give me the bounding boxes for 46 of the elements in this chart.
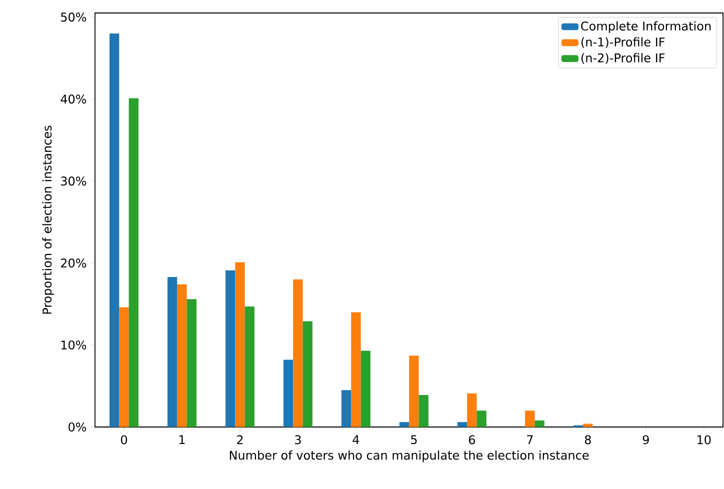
bar [409, 356, 419, 427]
x-axis-title: Number of voters who can manipulate the election instance [230, 450, 589, 462]
bar [534, 420, 544, 427]
bar [225, 270, 236, 427]
bar [399, 422, 410, 427]
bar [360, 350, 370, 427]
y-tick-label: 10% [61, 340, 86, 350]
bar [283, 360, 294, 427]
x-tick-label: 1 [179, 435, 185, 444]
bar [467, 393, 477, 427]
legend-label: (n-1)-Profile IF [581, 37, 665, 48]
x-tick-label: 10 [698, 435, 711, 444]
x-tick-label: 4 [352, 435, 360, 444]
bar [167, 276, 178, 427]
bar [119, 307, 129, 427]
bar [418, 395, 428, 427]
bar [583, 424, 593, 427]
x-tick-label: 3 [295, 435, 301, 444]
bar [235, 262, 245, 427]
bar [128, 98, 138, 427]
y-tick-label: 40% [60, 94, 86, 104]
y-tick-label: 50% [61, 12, 86, 22]
bar [476, 410, 486, 427]
x-tick-label: 5 [411, 435, 417, 444]
bar [293, 279, 303, 427]
legend-label: Complete Information [581, 21, 711, 33]
legend-label: (n-2)-Profile IF [581, 53, 665, 64]
x-tick-label: 7 [527, 435, 533, 444]
bar [177, 284, 187, 427]
bar [109, 33, 120, 427]
x-tick-label: 9 [642, 435, 649, 444]
bar [457, 422, 468, 427]
y-axis-title: Proportion of election instances [42, 126, 54, 314]
y-tick-label: 0% [68, 422, 86, 432]
bar [351, 312, 361, 427]
x-tick-label: 6 [468, 435, 475, 444]
bar [302, 321, 312, 427]
bar [244, 306, 254, 427]
x-tick-label: 0 [120, 435, 128, 444]
bar [341, 390, 352, 427]
x-tick-label: 2 [237, 435, 243, 444]
bar [525, 410, 535, 427]
x-tick-label: 8 [584, 435, 591, 444]
y-tick-label: 30% [61, 176, 86, 186]
bar [186, 299, 196, 427]
y-tick-label: 20% [61, 258, 86, 268]
